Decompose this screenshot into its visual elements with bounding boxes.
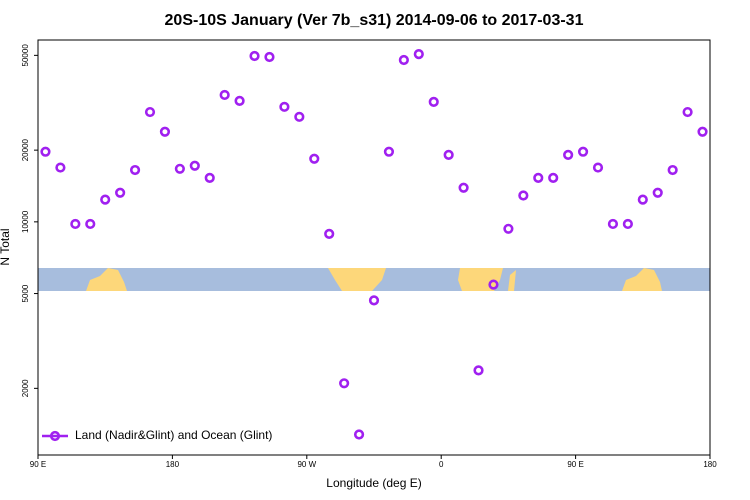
data-point (249, 50, 260, 62)
data-point (697, 126, 708, 137)
data-point (592, 162, 604, 173)
data-point (563, 149, 574, 161)
data-point (189, 160, 200, 171)
map-strip (38, 268, 710, 291)
data-point (667, 164, 678, 176)
data-point (488, 279, 499, 290)
y-tick-label: 20000 (21, 138, 30, 161)
data-point (428, 96, 439, 107)
data-point (622, 218, 633, 230)
legend-label: Land (Nadir&Glint) and Ocean (Glint) (75, 428, 272, 442)
data-point (234, 95, 245, 106)
data-point (652, 187, 663, 198)
data-point (398, 54, 409, 66)
data-point (309, 153, 320, 164)
data-point (70, 218, 81, 230)
data-point (473, 365, 484, 376)
data-point (204, 172, 215, 183)
data-point (383, 146, 395, 157)
data-point (353, 429, 365, 440)
data-point (458, 182, 469, 193)
data-point (264, 51, 275, 63)
data-point (607, 218, 619, 230)
data-point (413, 49, 424, 60)
x-axis-label: Longitude (deg E) (326, 476, 421, 490)
data-point (85, 218, 96, 230)
data-point (144, 106, 156, 118)
data-point (443, 149, 454, 161)
data-point (533, 172, 544, 183)
data-point (279, 101, 290, 112)
y-tick-label: 50000 (21, 44, 30, 67)
y-tick-label: 5000 (21, 284, 30, 302)
data-point (339, 378, 350, 389)
x-tick-label: 180 (703, 460, 717, 469)
data-point (129, 164, 141, 176)
x-tick-label: 90 E (30, 460, 46, 469)
data-point (503, 223, 514, 234)
data-point (159, 126, 171, 137)
data-point (219, 89, 230, 101)
x-tick-label: 180 (166, 460, 180, 469)
data-point (294, 111, 305, 122)
data-point (682, 106, 693, 118)
data-point (40, 146, 51, 157)
data-point (100, 194, 111, 205)
data-point (368, 295, 380, 306)
x-tick-label: 90 W (297, 460, 316, 469)
plot-frame (37, 39, 711, 456)
data-point (637, 194, 648, 205)
data-point (518, 190, 529, 201)
data-point (324, 228, 335, 240)
legend-marker (49, 430, 61, 442)
y-tick-label: 10000 (21, 210, 30, 233)
data-point (174, 163, 185, 174)
x-tick-label: 90 E (567, 460, 583, 469)
data-point (115, 187, 126, 198)
y-axis-label: N Total (0, 228, 12, 265)
x-tick-label: 0 (439, 460, 444, 469)
data-point (577, 146, 589, 157)
data-point (548, 172, 559, 183)
data-point (55, 162, 66, 173)
y-tick-label: 2000 (21, 379, 30, 397)
chart-title: 20S-10S January (Ver 7b_s31) 2014-09-06 … (165, 12, 584, 29)
